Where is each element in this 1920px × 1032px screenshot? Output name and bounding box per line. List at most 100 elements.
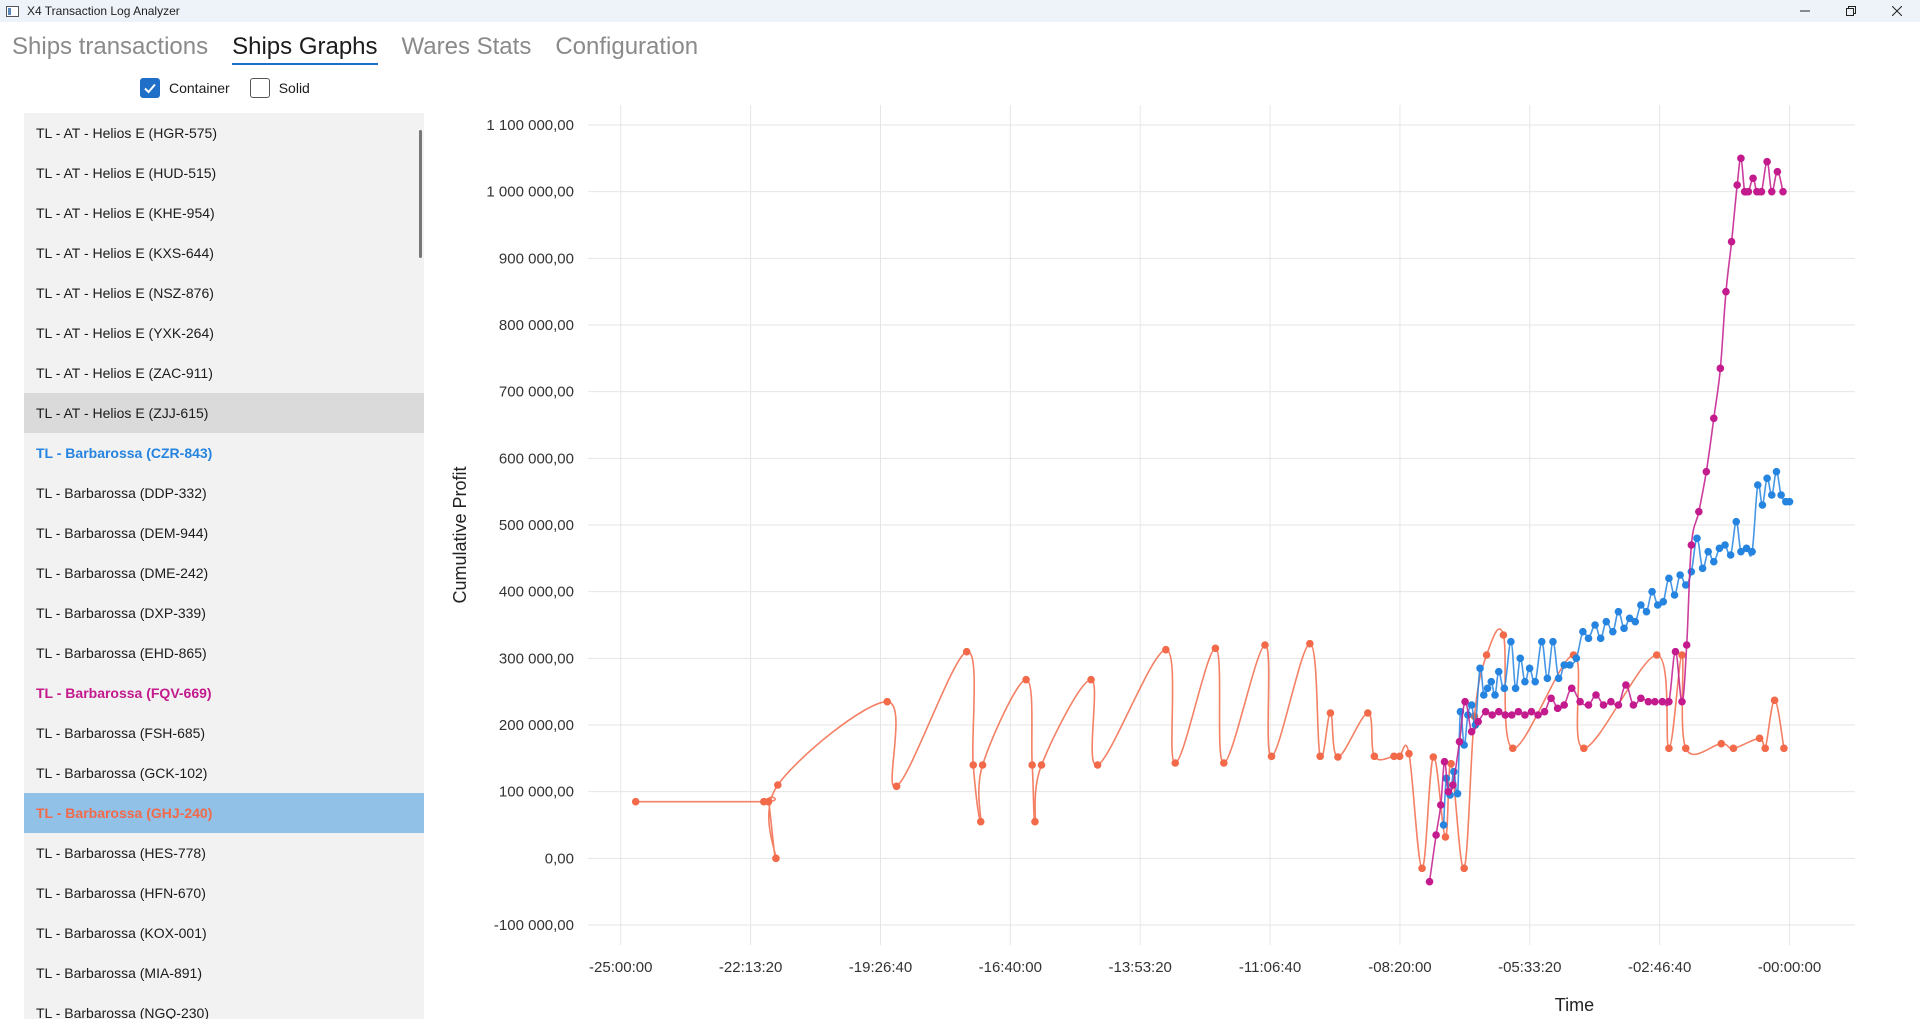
data-point [1773, 167, 1782, 176]
y-tick-label: 1 100 000,00 [486, 117, 574, 134]
data-point [1501, 711, 1510, 719]
data-point [1665, 744, 1673, 753]
solid-checkbox[interactable]: Solid [249, 78, 310, 98]
data-point [1678, 697, 1686, 706]
data-point [1704, 547, 1712, 556]
data-point [1767, 491, 1776, 499]
ship-list-item[interactable]: TL - AT - Helios E (KHE-954) [36, 205, 215, 221]
y-tick-label: 0,00 [545, 850, 574, 867]
data-point [1429, 753, 1438, 761]
data-point [631, 797, 640, 806]
data-point [1729, 744, 1738, 753]
tab-ships-transactions[interactable]: Ships transactions [12, 33, 209, 60]
data-point [1722, 287, 1730, 296]
data-point [1487, 677, 1496, 686]
ship-list-item[interactable]: TL - Barbarossa (HFN-670) [36, 885, 206, 901]
data-point [1772, 467, 1781, 476]
tab-configuration[interactable]: Configuration [555, 33, 699, 60]
data-point [1370, 752, 1379, 761]
window-controls [1782, 0, 1920, 22]
container-checkbox[interactable]: Container [140, 78, 230, 98]
ship-list-item[interactable]: TL - Barbarossa (GCK-102) [36, 765, 208, 781]
ship-list-item[interactable]: TL - Barbarossa (NGQ-230) [36, 1005, 209, 1019]
restore-icon [1846, 6, 1856, 16]
data-point [1162, 645, 1170, 654]
ship-list-item[interactable]: TL - AT - Helios E (ZJJ-615) [24, 393, 424, 433]
container-label: Container [169, 80, 230, 96]
data-point [1687, 567, 1696, 576]
ship-list-item[interactable]: TL - Barbarossa (CZR-843) [36, 445, 213, 461]
data-point [1770, 696, 1779, 705]
tab-wares-stats[interactable]: Wares Stats [401, 33, 532, 60]
data-point [1499, 631, 1508, 639]
close-button[interactable] [1874, 0, 1920, 22]
data-point [1648, 587, 1656, 596]
data-point [1658, 697, 1667, 706]
ship-list-item[interactable]: TL - Barbarossa (DEM-944) [36, 525, 209, 541]
tab-ships-graphs[interactable]: Ships Graphs [232, 33, 378, 65]
window-titlebar: X4 Transaction Log Analyzer [0, 0, 1920, 22]
ship-list-item[interactable]: TL - Barbarossa (DXP-339) [36, 605, 206, 621]
data-point [1326, 709, 1335, 717]
ship-list-item[interactable]: TL - Barbarossa (GHJ-240) [24, 793, 424, 833]
data-point [1560, 661, 1568, 669]
data-point [1453, 789, 1462, 798]
main-tabs: Ships transactions Ships Graphs Wares St… [12, 33, 698, 65]
ship-list-item[interactable]: TL - Barbarossa (MIA-891) [36, 965, 202, 981]
ship-list-item[interactable]: TL - Barbarossa (DME-242) [36, 565, 209, 581]
data-point [1461, 697, 1469, 706]
data-point [1698, 564, 1707, 573]
ship-list-item[interactable]: TL - Barbarossa (KOX-001) [36, 925, 207, 941]
data-point [969, 761, 978, 769]
chart-series [631, 154, 1794, 886]
ship-list-item[interactable]: TL - Barbarossa (FSH-685) [36, 725, 206, 741]
data-point [1653, 601, 1662, 609]
data-point [1767, 187, 1776, 196]
data-point [1543, 674, 1552, 683]
ship-list-item[interactable]: TL - AT - Helios E (KXS-644) [36, 245, 214, 261]
ship-list-item[interactable]: TL - AT - Helios E (ZAC-911) [36, 365, 213, 381]
data-point [1715, 544, 1724, 553]
ship-list-item[interactable]: TL - Barbarossa (HES-778) [36, 845, 206, 861]
data-point [1758, 501, 1767, 509]
ship-list-scrollbar[interactable] [419, 130, 422, 258]
data-point [1549, 637, 1557, 646]
data-point [976, 817, 985, 826]
ship-list-item[interactable]: TL - AT - Helios E (YXK-264) [36, 325, 214, 341]
data-point [1481, 707, 1490, 716]
chart-grid [588, 105, 1855, 945]
x-tick-label: -08:20:00 [1368, 959, 1431, 976]
data-point [1525, 664, 1534, 673]
minimize-button[interactable] [1782, 0, 1828, 22]
data-point [892, 782, 901, 791]
data-point [1521, 677, 1529, 686]
ship-list-item[interactable]: TL - AT - Helios E (NSZ-876) [36, 285, 214, 301]
data-point [1511, 684, 1520, 693]
restore-button[interactable] [1828, 0, 1874, 22]
profit-chart: 1 100 000,00 1 000 000,00 900 000,00 800 00… [450, 105, 1855, 1015]
data-point [883, 697, 892, 706]
data-point [1753, 481, 1762, 489]
ship-list[interactable]: TL - AT - Helios E (HGR-575) TL - AT - He… [24, 113, 424, 1019]
data-point [1609, 627, 1617, 636]
ship-list-item[interactable]: TL - AT - Helios E (HGR-575) [36, 125, 218, 141]
data-point [1087, 675, 1095, 684]
y-tick-label: 800 000,00 [499, 317, 574, 334]
ship-list-item[interactable]: TL - Barbarossa (EHD-865) [36, 645, 207, 661]
data-point [1540, 707, 1549, 716]
data-point [1579, 627, 1587, 636]
data-point [1267, 752, 1276, 761]
data-point [1491, 691, 1499, 699]
minimize-icon [1800, 10, 1810, 12]
data-point [1334, 753, 1342, 761]
y-axis-ticks: 1 100 000,00 1 000 000,00 900 000,00 800 00… [486, 117, 574, 934]
ship-list-item[interactable]: TL - Barbarossa (DDP-332) [36, 485, 207, 501]
series-line [635, 628, 1785, 870]
ship-list-item[interactable]: TL - AT - Helios E (HUD-515) [36, 165, 217, 181]
data-point [1500, 684, 1509, 693]
data-point [1450, 767, 1458, 776]
checkbox-unchecked-icon [249, 78, 270, 98]
window-title: X4 Transaction Log Analyzer [27, 4, 180, 18]
data-point [1390, 752, 1398, 761]
ship-list-item[interactable]: TL - Barbarossa (FQV-669) [36, 685, 212, 701]
